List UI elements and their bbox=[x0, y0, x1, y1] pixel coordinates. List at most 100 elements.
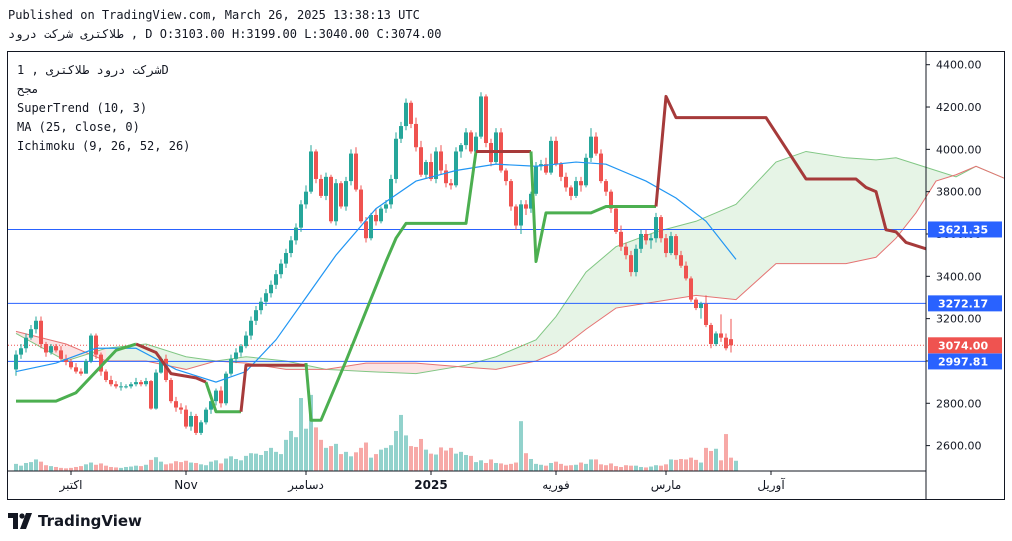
legend-ma[interactable]: MA (25, close, 0) bbox=[17, 120, 140, 134]
volume-bar bbox=[299, 398, 303, 471]
ichimoku-span-a bbox=[15, 150, 1007, 375]
candle-body bbox=[394, 138, 398, 179]
volume-bar bbox=[559, 463, 563, 471]
candle-body bbox=[599, 153, 603, 182]
volume-bar bbox=[609, 463, 613, 471]
volume-bar bbox=[334, 443, 338, 471]
candle-body bbox=[344, 181, 348, 207]
tradingview-logo[interactable]: TradingView bbox=[8, 512, 142, 530]
volume-bar bbox=[314, 427, 318, 471]
candle-body bbox=[164, 358, 168, 381]
candle-body bbox=[479, 96, 483, 137]
candle-body bbox=[564, 176, 568, 188]
volume-bar bbox=[329, 446, 333, 471]
x-tick-label: آوریل bbox=[757, 477, 785, 493]
volume-bar bbox=[709, 450, 713, 471]
volume-bar bbox=[419, 438, 423, 471]
volume-bar bbox=[669, 459, 673, 471]
ichimoku-cloud-segment bbox=[586, 246, 616, 330]
volume-bar bbox=[649, 466, 653, 471]
volume-bar bbox=[694, 459, 698, 471]
candle-body bbox=[329, 176, 333, 222]
volume-bar bbox=[224, 458, 228, 471]
volume-bar bbox=[584, 463, 588, 471]
price-label: 3621.35 bbox=[938, 223, 988, 236]
volume-bar bbox=[214, 460, 218, 471]
supertrend-line bbox=[304, 151, 478, 422]
x-tick-label: مارس bbox=[651, 478, 682, 493]
candle-body bbox=[294, 227, 298, 241]
volume-bar bbox=[109, 466, 113, 471]
candle-body bbox=[684, 265, 688, 279]
candle-body bbox=[364, 221, 368, 239]
candle-body bbox=[44, 344, 48, 353]
volume-bar bbox=[59, 467, 63, 471]
volume-bar bbox=[184, 460, 188, 471]
volume-bar bbox=[704, 447, 708, 471]
volume-bar bbox=[544, 465, 548, 471]
volume-bar bbox=[699, 462, 703, 471]
volume-bar bbox=[659, 465, 663, 471]
volume-bar bbox=[254, 453, 258, 471]
candle-body bbox=[454, 151, 458, 186]
candle-body bbox=[424, 162, 428, 175]
ichimoku-cloud-segment bbox=[736, 162, 776, 300]
chart-frame[interactable]: 2600.002800.003000.003200.003400.003600.… bbox=[7, 51, 1007, 500]
volume-bar bbox=[114, 467, 118, 471]
ichimoku-cloud-segment bbox=[696, 204, 736, 300]
volume-bar bbox=[344, 451, 348, 471]
candle-body bbox=[529, 193, 533, 209]
volume-bar bbox=[389, 445, 393, 471]
candle-body bbox=[154, 372, 158, 409]
candle-body bbox=[244, 335, 248, 347]
volume-bar bbox=[354, 452, 358, 471]
price-label-box bbox=[928, 221, 1002, 238]
ichimoku-cloud-segment bbox=[326, 363, 366, 372]
candle-body bbox=[704, 303, 708, 325]
candle-body bbox=[534, 166, 538, 194]
volume-bar bbox=[509, 463, 513, 471]
volume-bar bbox=[644, 467, 648, 471]
candle-body bbox=[94, 335, 98, 355]
candle-body bbox=[474, 136, 478, 152]
price-chart[interactable]: 2600.002800.003000.003200.003400.003600.… bbox=[8, 52, 1007, 499]
candle-body bbox=[34, 320, 38, 330]
candle-body bbox=[304, 191, 308, 205]
candle-body bbox=[419, 147, 423, 175]
candle-body bbox=[169, 380, 173, 402]
volume-bar bbox=[134, 465, 138, 471]
volume-bar bbox=[124, 466, 128, 471]
candle-body bbox=[714, 333, 718, 345]
volume-bar bbox=[589, 459, 593, 471]
volume-bar bbox=[519, 421, 523, 471]
ichimoku-cloud-segment bbox=[366, 363, 416, 374]
candle-body bbox=[264, 293, 268, 302]
candle-body bbox=[484, 96, 488, 143]
candle-body bbox=[494, 132, 498, 163]
candle-body bbox=[339, 183, 343, 207]
volume-bar bbox=[564, 465, 568, 471]
candle-body bbox=[679, 255, 683, 266]
candle-body bbox=[84, 360, 88, 374]
volume-bar bbox=[284, 439, 288, 471]
volume-bar bbox=[674, 459, 678, 471]
volume-bar bbox=[154, 457, 158, 471]
volume-bar bbox=[594, 459, 598, 471]
candle-body bbox=[124, 386, 128, 388]
volume-bar bbox=[104, 465, 108, 471]
legend-supertrend[interactable]: SuperTrend (10, 3) bbox=[17, 101, 148, 115]
ichimoku-cloud-segment bbox=[536, 316, 556, 361]
volume-bar bbox=[394, 430, 398, 471]
legend-ichimoku[interactable]: Ichimoku (9, 26, 52, 26) bbox=[17, 139, 191, 153]
y-tick-label: 4000.00 bbox=[936, 143, 982, 156]
volume-bar bbox=[119, 467, 123, 471]
candle-body bbox=[254, 310, 258, 321]
legend-symbol[interactable]: شرکت درود طلاکتری , 1D bbox=[17, 63, 169, 77]
candle-body bbox=[644, 233, 648, 241]
volume-bar bbox=[229, 456, 233, 471]
volume-bar bbox=[44, 465, 48, 471]
candle-body bbox=[219, 390, 223, 404]
candle-body bbox=[559, 164, 563, 177]
volume-bar bbox=[524, 453, 528, 471]
ichimoku-cloud-segment bbox=[876, 157, 896, 258]
